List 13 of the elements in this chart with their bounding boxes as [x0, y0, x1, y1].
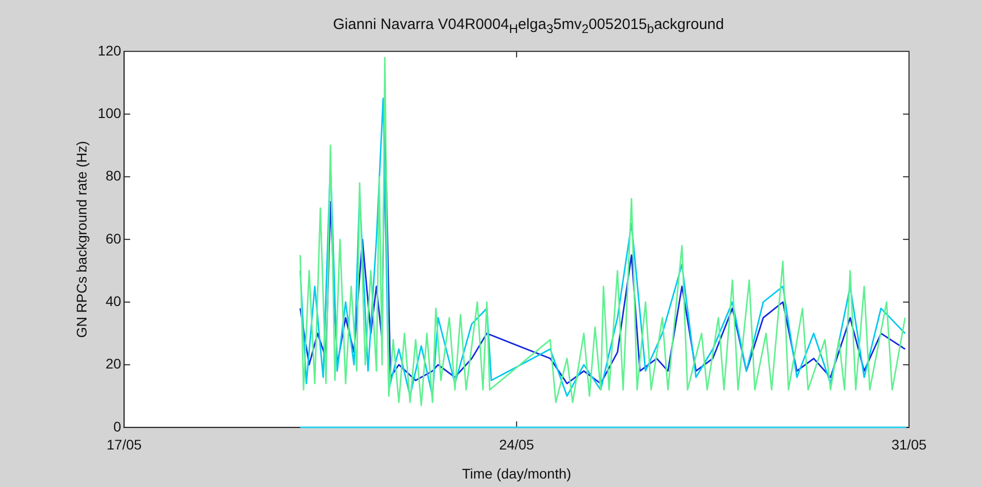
x-tick-label: 24/05	[499, 436, 534, 453]
x-tick-label: 17/05	[106, 436, 142, 453]
y-tick-label: 0	[113, 418, 122, 434]
x-axis-title: Time (day/month)	[462, 465, 572, 482]
y-tick-label: 20	[106, 356, 122, 372]
x-tick-label: 31/05	[891, 436, 927, 453]
y-tick-label: 100	[98, 104, 122, 121]
chart-title: Gianni Navarra V04R0004$_{H}$elga$_{3}$5mv$_{2}$0052015$_{b}$ackground	[333, 16, 724, 36]
y-axis-title: GN RPCs background rate (Hz)	[73, 140, 90, 338]
y-tick-label: 60	[106, 230, 122, 246]
y-tick-label: 80	[106, 168, 122, 184]
y-tick-label: 40	[106, 292, 122, 309]
y-tick-label: 120	[98, 42, 122, 58]
